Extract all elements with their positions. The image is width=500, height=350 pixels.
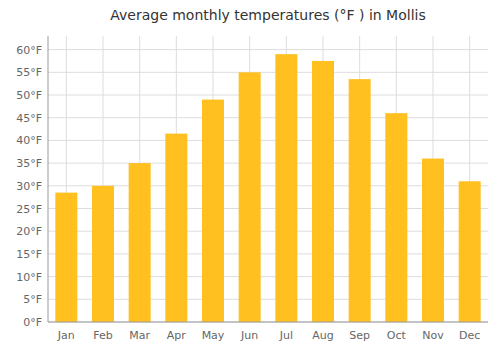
x-tick-label: Dec [459, 329, 480, 342]
x-tick-label: Feb [93, 329, 112, 342]
bar [92, 186, 114, 322]
bar [275, 54, 297, 322]
x-tick-label: Sep [349, 329, 370, 342]
bar [165, 134, 187, 322]
chart: Average monthly temperatures (°F ) in Mo… [0, 0, 500, 350]
x-tick-label: Apr [167, 329, 187, 342]
grid-line-y [48, 49, 488, 50]
y-axis [48, 36, 49, 322]
x-tick-label: Oct [387, 329, 407, 342]
grid [48, 36, 488, 322]
bar [459, 181, 481, 322]
bar [239, 72, 261, 322]
y-tick-label: 5°F [23, 293, 42, 306]
x-axis [48, 322, 488, 323]
bars [55, 54, 480, 322]
x-tick-label: Jun [240, 329, 258, 342]
y-tick-label: 40°F [16, 134, 42, 147]
bar [422, 159, 444, 322]
x-tick-label: Mar [129, 329, 150, 342]
bar [385, 113, 407, 322]
grid-line-y [48, 117, 488, 118]
y-tick-label: 60°F [16, 44, 42, 57]
grid-line-y [48, 95, 488, 96]
x-tick-label: May [202, 329, 225, 342]
x-tick-label: Jul [279, 329, 293, 342]
y-tick-label: 15°F [16, 248, 42, 261]
bar [129, 163, 151, 322]
bar [55, 193, 77, 322]
y-tick-label: 35°F [16, 157, 42, 170]
x-tick-label: Nov [422, 329, 444, 342]
y-tick-label: 50°F [16, 89, 42, 102]
bar [312, 61, 334, 322]
y-tick-label: 0°F [23, 316, 42, 329]
bar [349, 79, 371, 322]
x-tick-label: Jan [57, 329, 75, 342]
title: Average monthly temperatures (°F ) in Mo… [110, 7, 425, 23]
grid-line-y [48, 72, 488, 73]
y-tick-label: 25°F [16, 203, 42, 216]
chart-container: Average monthly temperatures (°F ) in Mo… [0, 0, 500, 350]
y-tick-label: 30°F [16, 180, 42, 193]
y-tick-label: 55°F [16, 66, 42, 79]
grid-line-y [48, 140, 488, 141]
y-tick-label: 20°F [16, 225, 42, 238]
y-tick-label: 10°F [16, 271, 42, 284]
x-tick-label: Aug [312, 329, 333, 342]
grid-line-y [48, 322, 488, 323]
y-tick-label: 45°F [16, 112, 42, 125]
bar [202, 100, 224, 322]
